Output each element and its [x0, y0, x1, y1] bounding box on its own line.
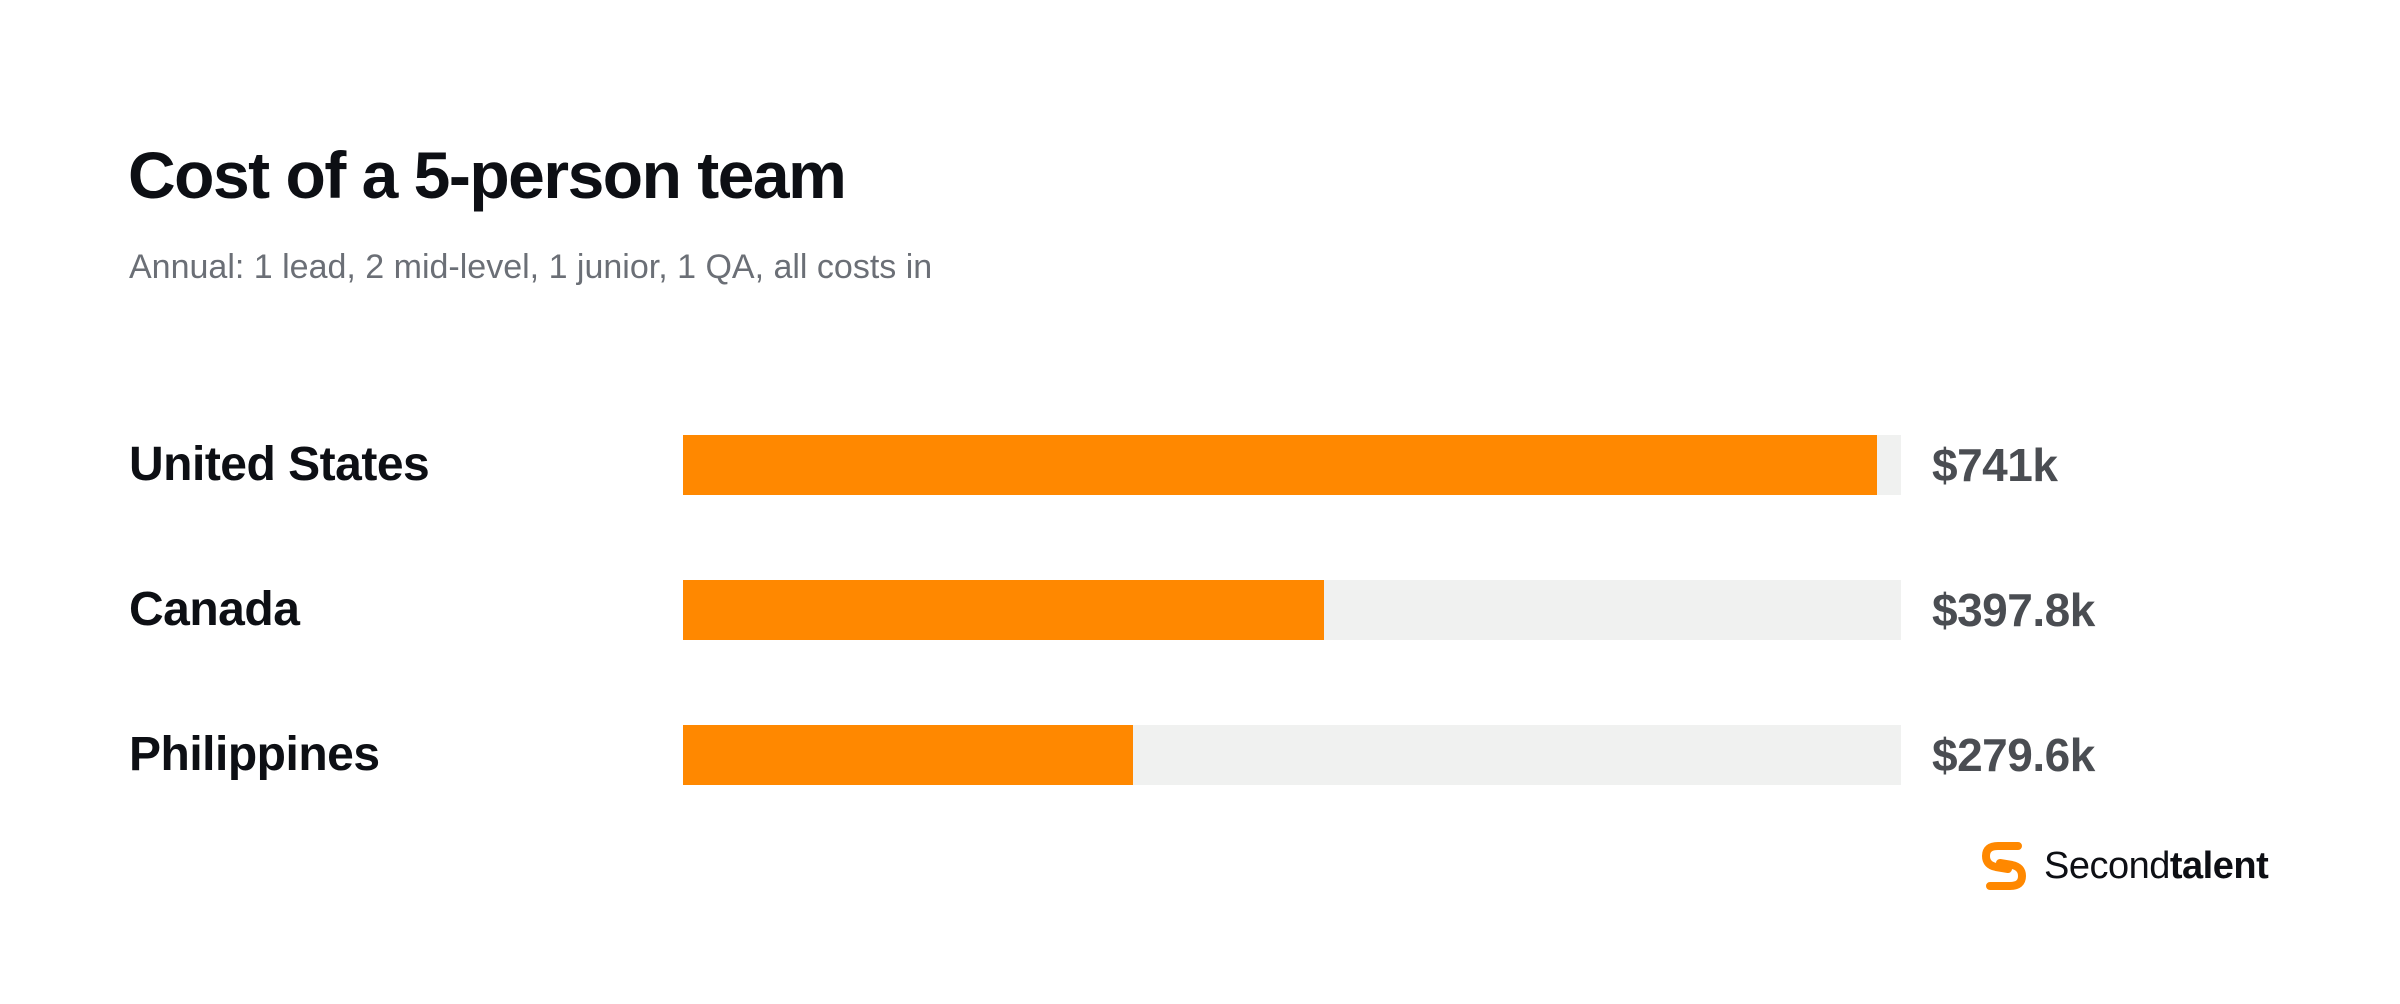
category-label: Philippines: [129, 728, 380, 781]
bar-row: Canada $397.8k: [0, 580, 2400, 640]
bar-track: [683, 580, 1901, 640]
secondtalent-logo-icon: [1982, 842, 2026, 890]
bar-row: Philippines $279.6k: [0, 725, 2400, 785]
value-label: $279.6k: [1932, 729, 2095, 781]
bar: [683, 435, 1877, 495]
category-label: Canada: [129, 583, 300, 636]
bar: [683, 725, 1133, 785]
brand: Secondtalent: [1978, 838, 2269, 894]
chart-title: Cost of a 5-person team: [128, 138, 847, 212]
category-label: United States: [129, 438, 430, 491]
brand-name: Secondtalent: [2044, 845, 2269, 887]
chart-subtitle: Annual: 1 lead, 2 mid-level, 1 junior, 1…: [129, 248, 933, 286]
bar: [683, 580, 1324, 640]
brand-name-regular: Second: [2044, 845, 2170, 887]
brand-name-bold: talent: [2169, 845, 2269, 887]
bar-track: [683, 725, 1901, 785]
bar-row: United States $741k: [0, 435, 2400, 495]
value-label: $741k: [1932, 439, 2058, 491]
bar-track: [683, 435, 1901, 495]
value-label: $397.8k: [1932, 584, 2095, 636]
